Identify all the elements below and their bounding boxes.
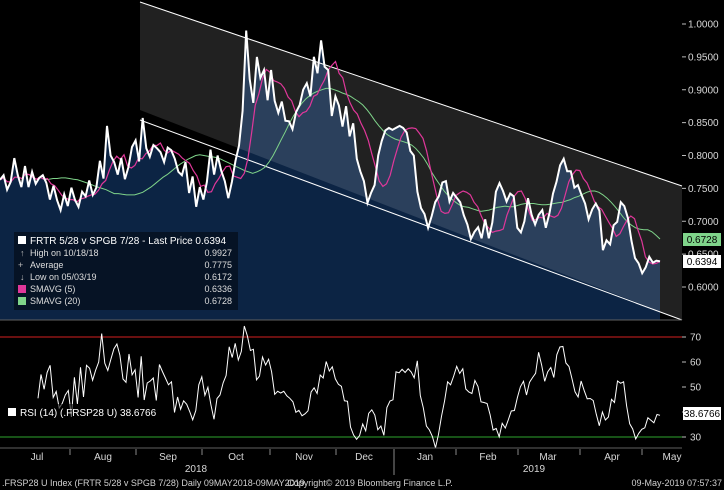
last-price-label: 0.6394 bbox=[687, 257, 718, 268]
x-month-label: Mar bbox=[539, 452, 557, 463]
legend-title: FRTR 5/28 v SPGB 7/28 - Last Price 0.639… bbox=[30, 236, 226, 247]
x-year-label: 2019 bbox=[523, 464, 546, 475]
footer-left: .FRSP28 U Index (FRTR 5/28 v SPGB 7/28) … bbox=[2, 478, 305, 488]
sma5-series-line bbox=[0, 60, 661, 265]
legend-sma20-value: 0.6728 bbox=[204, 296, 232, 306]
last-price-box bbox=[683, 255, 721, 268]
price-area-fill bbox=[0, 30, 660, 320]
price-y-tick-label: 0.6000 bbox=[688, 283, 719, 294]
price-y-tick-label: 0.7000 bbox=[688, 217, 719, 228]
rsi-y-tick-label: 50 bbox=[690, 383, 702, 394]
sma20-value-box bbox=[683, 233, 721, 246]
legend-sma5-swatch bbox=[18, 285, 26, 293]
x-month-label: Sep bbox=[159, 452, 177, 463]
x-axis: Jul Aug Sep Oct Nov Dec Jan Feb Mar Apr May 2018 201… bbox=[31, 449, 682, 475]
price-y-axis: 1.0000 0.9500 0.9000 0.8500 0.8000 0.7500 0.70… bbox=[682, 20, 719, 294]
rsi-legend-background bbox=[4, 404, 172, 420]
price-y-tick-label: 0.9500 bbox=[688, 52, 719, 63]
rsi-panel: 7060504030 RSI (14) (.FRSP28 U) 38.6766 … bbox=[0, 324, 721, 449]
rsi-last-value-label: 38.6766 bbox=[684, 409, 721, 420]
x-month-label: Aug bbox=[94, 452, 112, 463]
x-month-label: Jul bbox=[31, 452, 44, 463]
x-month-label: May bbox=[663, 452, 682, 463]
legend-average-label: Average bbox=[30, 260, 63, 270]
legend-average-icon: + bbox=[18, 260, 23, 270]
legend-average-value: 0.7775 bbox=[204, 260, 232, 270]
rsi-y-tick-label: 70 bbox=[690, 333, 702, 344]
rsi-last-value-box bbox=[683, 407, 721, 420]
price-panel: 1.0000 0.9500 0.9000 0.8500 0.8000 0.7500 0.70… bbox=[0, 0, 721, 329]
legend-high-value: 0.9927 bbox=[204, 248, 232, 258]
price-y-tick-label: 1.0000 bbox=[688, 20, 719, 31]
price-y-tick-label: 0.7500 bbox=[688, 184, 719, 195]
legend-sma5-value: 0.6336 bbox=[204, 284, 232, 294]
legend-sma20-label: SMAVG (20) bbox=[30, 296, 80, 306]
footer-right: 09-May-2019 07:57:37 bbox=[631, 478, 722, 488]
sma20-series-line bbox=[44, 87, 661, 240]
legend-high-label: High on 10/18/18 bbox=[30, 248, 99, 258]
channel-lower-line bbox=[139, 119, 683, 321]
x-month-label: Oct bbox=[228, 452, 244, 463]
legend-low-value: 0.6172 bbox=[204, 272, 232, 282]
x-month-label: Apr bbox=[604, 452, 620, 463]
legend-background bbox=[14, 232, 238, 310]
rsi-legend-swatch bbox=[8, 408, 16, 416]
x-month-label: Nov bbox=[295, 452, 313, 463]
footer-center: Copyright© 2019 Bloomberg Finance L.P. bbox=[287, 478, 453, 488]
price-series-line bbox=[0, 30, 661, 276]
x-month-label: Jan bbox=[417, 452, 433, 463]
legend-low-label: Low on 05/03/19 bbox=[30, 272, 97, 282]
rsi-series-line bbox=[37, 325, 661, 448]
legend-price-swatch bbox=[18, 236, 26, 244]
rsi-legend-label: RSI (14) (.FRSP28 U) 38.6766 bbox=[20, 408, 157, 419]
rsi-y-tick-label: 30 bbox=[690, 433, 702, 444]
price-y-tick-label: 0.8000 bbox=[688, 151, 719, 162]
price-y-tick-label: 0.8500 bbox=[688, 118, 719, 129]
x-month-label: Feb bbox=[479, 452, 497, 463]
sma20-value-label: 0.6728 bbox=[687, 235, 718, 246]
rsi-y-tick-label: 60 bbox=[690, 358, 702, 369]
legend-low-icon: ↓ bbox=[20, 272, 25, 282]
x-year-label: 2018 bbox=[185, 464, 208, 475]
legend-high-icon: ↑ bbox=[20, 248, 25, 258]
legend-sma20-swatch bbox=[18, 297, 26, 305]
price-y-tick-label: 0.9000 bbox=[688, 85, 719, 96]
x-month-label: Dec bbox=[355, 452, 373, 463]
channel-upper-line bbox=[139, 1, 683, 187]
price-legend: FRTR 5/28 v SPGB 7/28 - Last Price 0.639… bbox=[14, 232, 238, 310]
legend-sma5-label: SMAVG (5) bbox=[30, 284, 75, 294]
rsi-plot-area bbox=[0, 324, 682, 446]
